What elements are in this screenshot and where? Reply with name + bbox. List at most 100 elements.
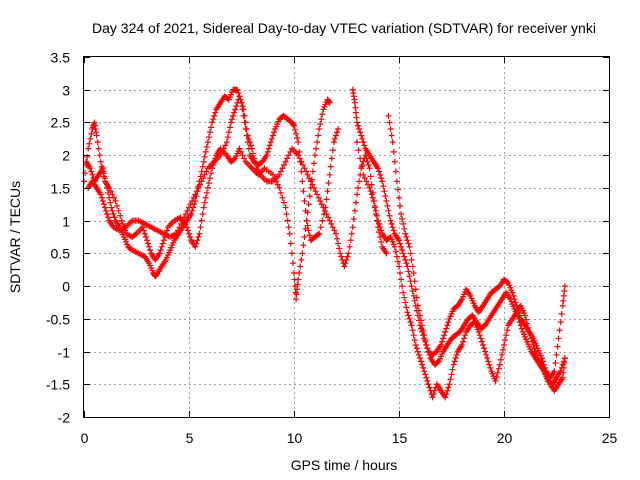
data-point bbox=[86, 140, 93, 147]
data-point bbox=[142, 234, 149, 240]
data-point bbox=[299, 162, 306, 168]
data-point bbox=[516, 319, 523, 326]
data-point bbox=[504, 327, 511, 334]
data-point bbox=[403, 304, 410, 311]
data-point bbox=[366, 184, 373, 191]
data-point bbox=[409, 263, 416, 270]
data-point bbox=[357, 129, 364, 136]
data-point bbox=[331, 227, 338, 234]
data-point bbox=[266, 142, 273, 149]
data-point bbox=[483, 351, 490, 358]
data-point bbox=[326, 217, 333, 224]
data-point bbox=[184, 227, 191, 234]
data-point bbox=[360, 171, 367, 178]
data-point bbox=[186, 230, 192, 237]
data-point bbox=[375, 165, 381, 172]
data-point bbox=[553, 351, 560, 358]
data-point bbox=[84, 153, 91, 160]
data-point bbox=[502, 337, 509, 344]
data-point bbox=[411, 297, 418, 304]
data-point bbox=[422, 371, 429, 378]
data-point bbox=[361, 142, 368, 149]
data-point bbox=[229, 116, 236, 123]
data-point bbox=[415, 351, 422, 358]
data-point bbox=[194, 237, 201, 244]
data-point bbox=[241, 112, 248, 119]
data-point bbox=[279, 194, 286, 201]
data-point bbox=[385, 112, 392, 119]
data-point bbox=[413, 345, 420, 352]
data-point bbox=[439, 338, 446, 345]
data-point bbox=[430, 391, 437, 398]
data-point bbox=[190, 194, 197, 201]
data-point bbox=[329, 224, 336, 231]
data-point bbox=[405, 268, 412, 275]
data-point bbox=[396, 194, 402, 201]
data-point bbox=[445, 319, 452, 326]
data-point bbox=[242, 119, 249, 126]
data-point bbox=[411, 278, 418, 285]
data-point bbox=[109, 191, 116, 198]
data-point bbox=[492, 378, 499, 384]
data-point bbox=[234, 86, 241, 93]
data-point bbox=[423, 342, 430, 348]
data-point bbox=[452, 355, 459, 362]
data-point bbox=[328, 220, 335, 227]
y-tick-label: -1.5 bbox=[46, 377, 70, 393]
data-point bbox=[417, 355, 423, 362]
data-point bbox=[209, 119, 216, 126]
data-point bbox=[414, 302, 421, 309]
data-point bbox=[283, 211, 290, 218]
data-point bbox=[356, 126, 363, 132]
data-point bbox=[208, 170, 215, 177]
data-point bbox=[297, 263, 304, 270]
data-point bbox=[529, 338, 536, 345]
data-point bbox=[267, 139, 274, 146]
data-point bbox=[496, 361, 503, 368]
data-point bbox=[434, 359, 441, 366]
data-point bbox=[443, 325, 450, 332]
data-point bbox=[411, 337, 418, 344]
data-point bbox=[197, 181, 204, 188]
data-point bbox=[212, 109, 219, 116]
data-point bbox=[365, 181, 372, 188]
data-point bbox=[494, 369, 501, 376]
data-point bbox=[405, 312, 412, 319]
data-point bbox=[217, 152, 224, 159]
data-point bbox=[208, 124, 215, 131]
data-point bbox=[89, 171, 96, 178]
data-point bbox=[288, 250, 295, 257]
data-point bbox=[394, 186, 401, 193]
data-point bbox=[403, 260, 410, 267]
data-point bbox=[325, 214, 332, 221]
data-point bbox=[321, 207, 328, 214]
data-point bbox=[408, 322, 415, 329]
data-point bbox=[316, 126, 323, 132]
data-point bbox=[363, 155, 370, 162]
data-point bbox=[523, 316, 530, 323]
data-point bbox=[289, 260, 296, 267]
data-point bbox=[108, 204, 115, 211]
data-point bbox=[315, 132, 322, 139]
data-point bbox=[225, 129, 232, 136]
data-point bbox=[304, 171, 311, 178]
data-point bbox=[301, 165, 308, 172]
data-point bbox=[426, 384, 433, 391]
data-point bbox=[371, 202, 378, 209]
data-point bbox=[403, 234, 410, 240]
data-point bbox=[284, 217, 291, 224]
data-point bbox=[480, 342, 486, 348]
data-point bbox=[198, 217, 205, 224]
data-point bbox=[310, 160, 317, 167]
data-point bbox=[493, 373, 500, 380]
data-point bbox=[346, 243, 353, 250]
data-point bbox=[241, 155, 248, 162]
data-point bbox=[205, 134, 212, 141]
data-point bbox=[158, 243, 165, 250]
data-point bbox=[109, 207, 116, 214]
data-point bbox=[384, 202, 391, 209]
y-tick-label: 3.5 bbox=[51, 50, 71, 66]
data-point bbox=[487, 364, 494, 371]
data-point bbox=[277, 168, 284, 175]
data-point bbox=[304, 222, 311, 229]
